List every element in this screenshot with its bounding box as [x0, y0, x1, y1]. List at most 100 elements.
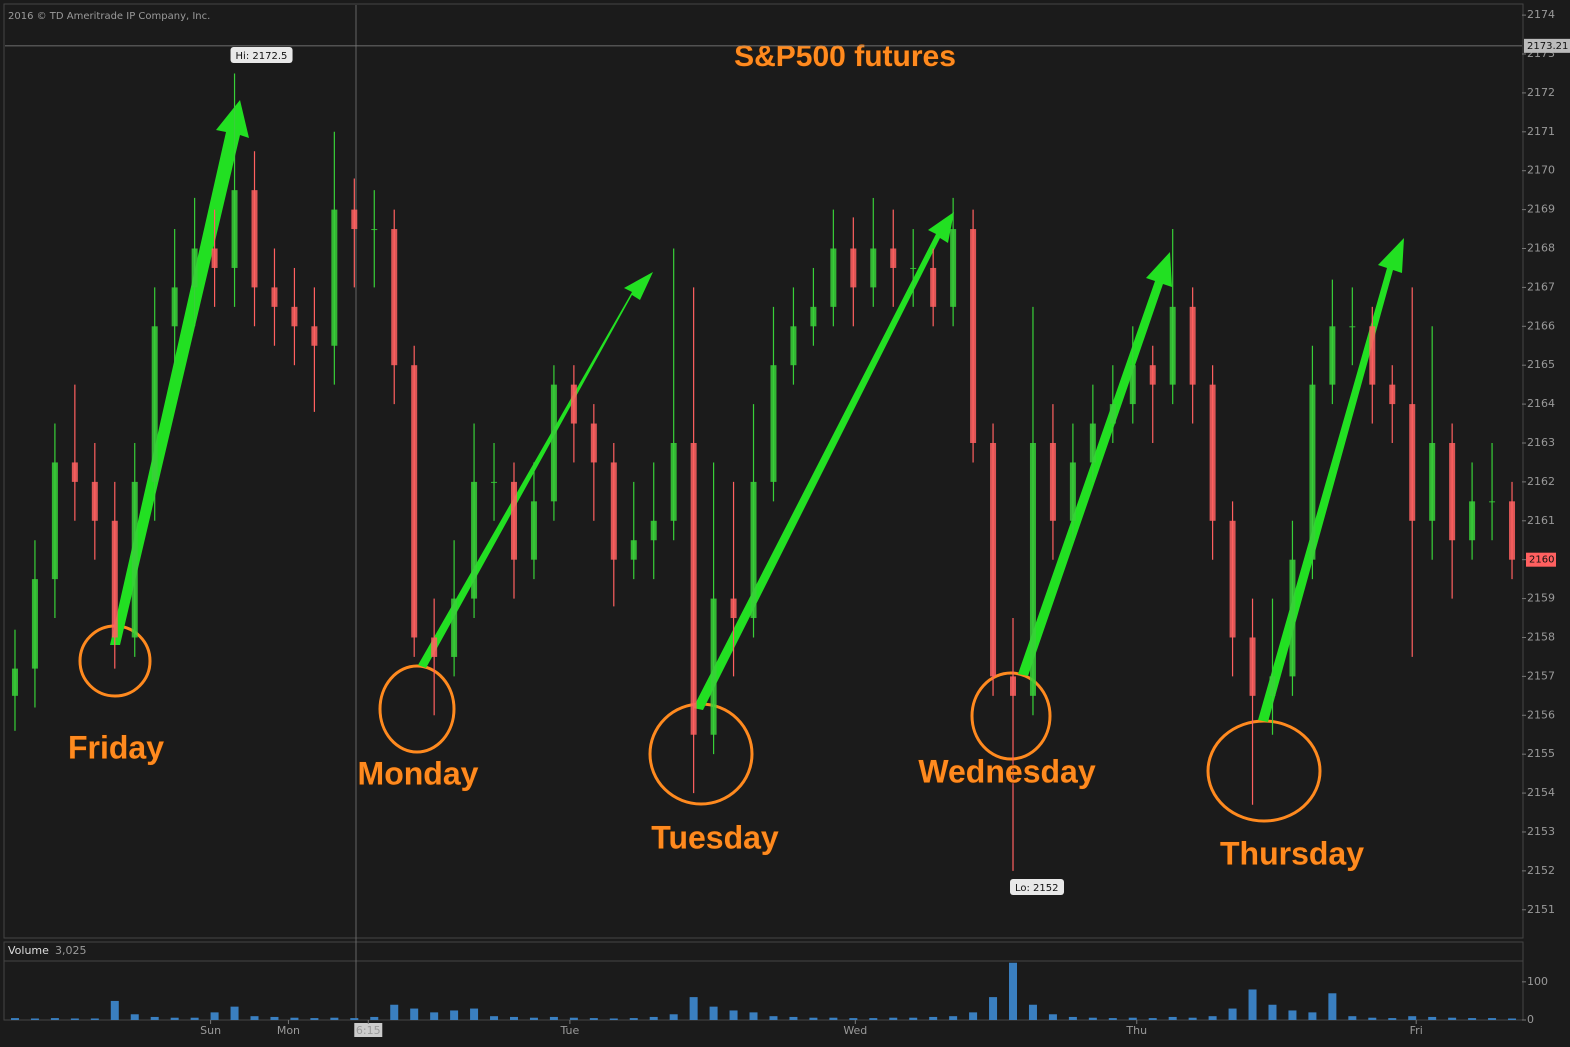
cursor-time-box [354, 1023, 383, 1037]
volume-bar [90, 1018, 99, 1020]
candle-body [1109, 404, 1116, 424]
y-tick-label: 2163 [1527, 436, 1555, 449]
candle-body [530, 501, 537, 560]
candle-body [1229, 520, 1236, 638]
candle-body [311, 326, 318, 346]
candle-body [471, 481, 478, 599]
y-tick-label: 2171 [1527, 125, 1555, 138]
candle-body [191, 248, 198, 288]
y-tick-label: 2162 [1527, 475, 1555, 488]
candle-body [810, 306, 817, 327]
volume-bar [569, 1017, 578, 1020]
volume-bar [689, 997, 698, 1020]
price-pane [3, 3, 1524, 939]
volume-bar [649, 1016, 658, 1020]
candle-body [890, 248, 897, 268]
candle-body [610, 462, 617, 560]
volume-bar [1068, 1016, 1077, 1020]
volume-bar [749, 1012, 758, 1020]
candle-body [1249, 637, 1256, 696]
candle-body [570, 384, 577, 424]
candle-body [51, 462, 58, 580]
x-tick-label: Thu [1125, 1024, 1147, 1037]
candle-body [451, 598, 458, 657]
y-tick-label: 2161 [1527, 514, 1555, 527]
candle-body [151, 326, 158, 482]
candle-body [391, 229, 398, 366]
volume-bar [609, 1018, 618, 1020]
cursor-price-box [1524, 38, 1570, 53]
y-tick-label: 2157 [1527, 669, 1555, 682]
volume-bar [949, 1016, 958, 1020]
circle [970, 671, 1052, 761]
volume-bar [1128, 1017, 1137, 1020]
volume-bar [789, 1016, 798, 1020]
volume-bar [1468, 1018, 1477, 1020]
candle-body [351, 209, 358, 230]
candle-body [550, 384, 557, 502]
candle-body [1389, 384, 1396, 405]
circle [378, 664, 456, 754]
y-tick-label: 2174 [1527, 8, 1555, 21]
lo-box [1010, 879, 1065, 895]
y-tick-label: 2169 [1527, 203, 1555, 216]
y-tick-label: 2166 [1527, 319, 1555, 332]
volume-bar [989, 997, 998, 1020]
candle-body [251, 190, 258, 288]
candle-body [650, 520, 657, 541]
x-tick-label: Mon [277, 1024, 300, 1037]
candle-body [291, 306, 298, 327]
volume-bar [1028, 1004, 1037, 1020]
volume-bar [1288, 1010, 1297, 1020]
y-tick-label: 2164 [1527, 397, 1555, 410]
candle-body [91, 481, 98, 521]
volume-bar [250, 1016, 259, 1020]
volume-bar [1168, 1016, 1177, 1020]
volume-bar [589, 1018, 598, 1020]
chart-title: S&P500 futures [734, 40, 956, 73]
volume-bar [1148, 1018, 1157, 1020]
volume-bar [629, 1018, 638, 1020]
y-tick-label: 2159 [1527, 592, 1555, 605]
volume-bar [909, 1017, 918, 1020]
volume-bar [1328, 993, 1337, 1020]
volume-bar [1508, 1018, 1517, 1020]
copyright: 2016 © TD Ameritrade IP Company, Inc. [8, 11, 210, 22]
volume-bar [769, 1016, 778, 1020]
candle-body [211, 248, 218, 268]
candle-body [1429, 442, 1436, 521]
y-tick-label: 2154 [1527, 786, 1555, 799]
volume-bar [270, 1016, 279, 1020]
candle-body [431, 637, 438, 657]
volume-bar [410, 1008, 419, 1020]
candle-body [11, 668, 18, 696]
volume-bar [430, 1012, 439, 1020]
volume-bar [450, 1010, 459, 1020]
volume-bar [669, 1014, 678, 1020]
volume-bar [130, 1014, 139, 1020]
candle-body [71, 462, 78, 482]
day-annotation: Wednesday [918, 753, 1095, 789]
volume-tick-label: 0 [1527, 1013, 1534, 1026]
y-tick-label: 2155 [1527, 747, 1555, 760]
candle-body [31, 579, 38, 669]
volume-bar [1408, 1016, 1417, 1020]
candle-body [750, 481, 757, 619]
candle-body [850, 248, 857, 288]
candle-body [1409, 404, 1416, 521]
volume-bar [370, 1016, 379, 1020]
candle-body [331, 209, 338, 346]
candle-body [630, 540, 637, 560]
cursor-price: 2173.21 [1527, 41, 1568, 52]
volume-bar [829, 1017, 838, 1020]
candle-body [1509, 501, 1516, 560]
candle-body [790, 326, 797, 366]
volume-bar [1228, 1008, 1237, 1020]
candle-body [830, 248, 837, 307]
volume-bar [1108, 1018, 1117, 1020]
volume-bar [290, 1017, 299, 1020]
candle-body [1189, 306, 1196, 385]
hi-label: Hi: 2172.5 [236, 51, 288, 62]
